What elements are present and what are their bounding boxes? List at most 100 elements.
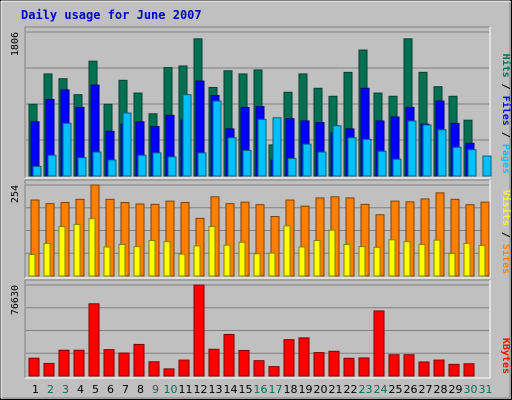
bar-kbytes-day-27 <box>418 361 430 377</box>
series-pages <box>32 94 492 177</box>
bar-visits-day-31 <box>478 245 486 277</box>
bar-pages-day-6 <box>107 159 117 177</box>
bar-visits-day-27 <box>418 243 426 277</box>
x-label-day-4: 4 <box>77 383 84 396</box>
legend-text: KBytes <box>500 338 511 374</box>
panel-hits-files-pages: 1806 Hits / Files / Pages <box>10 26 512 179</box>
bar-kbytes-day-8 <box>133 343 145 377</box>
bar-visits-day-26 <box>403 241 411 277</box>
bar-pages-day-9 <box>152 152 162 177</box>
y-tick-label: 76630 <box>10 285 21 315</box>
bar-kbytes-day-3 <box>58 349 70 377</box>
x-label-day-24: 24 <box>374 383 388 396</box>
y-tick-label: 254 <box>10 185 21 203</box>
x-label-day-5: 5 <box>92 383 99 396</box>
x-label-day-3: 3 <box>62 383 69 396</box>
x-label-day-6: 6 <box>107 383 114 396</box>
bar-kbytes-day-1 <box>28 357 40 377</box>
bar-pages-day-8 <box>137 154 147 177</box>
bar-kbytes-day-7 <box>118 352 130 377</box>
bar-kbytes-day-6 <box>103 349 115 377</box>
legend-kbytes: KBytes <box>500 338 511 374</box>
x-label-day-13: 13 <box>209 383 223 396</box>
bar-visits-day-13 <box>208 226 216 277</box>
bar-kbytes-day-22 <box>343 357 355 377</box>
bar-kbytes-day-5 <box>88 303 100 377</box>
side-legend: Hits / Files / Pages <box>500 54 512 174</box>
bar-kbytes-day-25 <box>388 354 400 377</box>
x-label-day-20: 20 <box>314 383 328 396</box>
bar-pages-day-20 <box>317 151 327 177</box>
bar-pages-day-2 <box>47 154 57 177</box>
bar-visits-day-18 <box>283 225 291 277</box>
bar-pages-day-19 <box>302 143 312 177</box>
bar-pages-day-15 <box>242 149 252 177</box>
x-label-day-10: 10 <box>164 383 178 396</box>
bar-visits-day-11 <box>178 253 186 277</box>
x-label-day-27: 27 <box>419 383 433 396</box>
bar-pages-day-10 <box>167 156 177 177</box>
bar-pages-day-1 <box>32 165 42 177</box>
bar-visits-day-21 <box>328 229 336 277</box>
x-label-day-18: 18 <box>284 383 298 396</box>
panel-kbytes: 76630 KBytes <box>10 279 511 379</box>
bar-pages-day-29 <box>452 146 462 177</box>
bar-kbytes-day-24 <box>373 310 385 377</box>
panel-sites-visits: 254 Visits / Sites <box>10 179 512 279</box>
bar-pages-day-11 <box>182 94 192 177</box>
bar-kbytes-day-10 <box>163 368 175 377</box>
bar-kbytes-day-9 <box>148 361 160 377</box>
bar-pages-day-22 <box>347 137 357 177</box>
bar-visits-day-1 <box>28 254 36 277</box>
bar-kbytes-day-2 <box>43 362 55 377</box>
bar-pages-day-4 <box>77 157 87 177</box>
bar-pages-day-14 <box>227 137 237 177</box>
bar-kbytes-day-11 <box>178 359 190 377</box>
legend-text: Visits / Sites <box>500 190 512 274</box>
bar-pages-day-18 <box>287 157 297 177</box>
bar-kbytes-day-30 <box>463 363 475 377</box>
bar-visits-day-25 <box>388 239 396 277</box>
bar-kbytes-day-12 <box>193 284 205 377</box>
bar-kbytes-day-20 <box>313 352 325 377</box>
legend-pages: Pages <box>500 144 511 174</box>
bar-kbytes-day-4 <box>73 349 85 377</box>
bar-pages-day-3 <box>62 122 72 177</box>
bar-visits-day-19 <box>298 246 306 277</box>
bar-pages-day-21 <box>332 125 342 177</box>
bar-pages-day-30 <box>467 149 477 177</box>
bar-visits-day-28 <box>433 239 441 277</box>
bar-visits-day-29 <box>448 252 456 277</box>
bar-visits-day-8 <box>133 246 141 277</box>
bar-pages-day-13 <box>212 100 222 177</box>
bar-pages-day-25 <box>392 158 402 177</box>
bar-kbytes-day-29 <box>448 363 460 377</box>
panels: 1806 Hits / Files / Pages 254 Visits / Site… <box>10 26 512 379</box>
bar-visits-day-3 <box>58 226 66 277</box>
bar-pages-day-26 <box>407 120 417 177</box>
y-tick-label: 1806 <box>10 32 21 56</box>
x-label-day-15: 15 <box>239 383 253 396</box>
x-label-day-11: 11 <box>179 383 193 396</box>
x-label-day-19: 19 <box>299 383 313 396</box>
bar-visits-day-20 <box>313 240 321 277</box>
x-label-day-29: 29 <box>449 383 463 396</box>
legend-text: Hits / Files / Pages <box>500 54 512 174</box>
bar-visits-day-4 <box>73 223 81 277</box>
x-label-day-23: 23 <box>359 383 373 396</box>
bar-pages-day-12 <box>197 152 207 177</box>
bar-kbytes-day-26 <box>403 354 415 377</box>
x-label-day-28: 28 <box>434 383 448 396</box>
x-label-day-12: 12 <box>194 383 208 396</box>
series-kbytes <box>28 284 475 377</box>
bar-kbytes-day-19 <box>298 337 310 377</box>
bar-pages-day-16 <box>257 118 267 177</box>
bar-kbytes-day-13 <box>208 348 220 377</box>
chart-title: Daily usage for June 2007 <box>21 8 202 22</box>
bar-visits-day-16 <box>253 253 261 277</box>
bar-kbytes-day-15 <box>238 349 250 377</box>
bar-visits-day-12 <box>193 245 201 277</box>
bar-pages-day-5 <box>92 151 102 177</box>
bar-visits-day-23 <box>358 246 366 277</box>
